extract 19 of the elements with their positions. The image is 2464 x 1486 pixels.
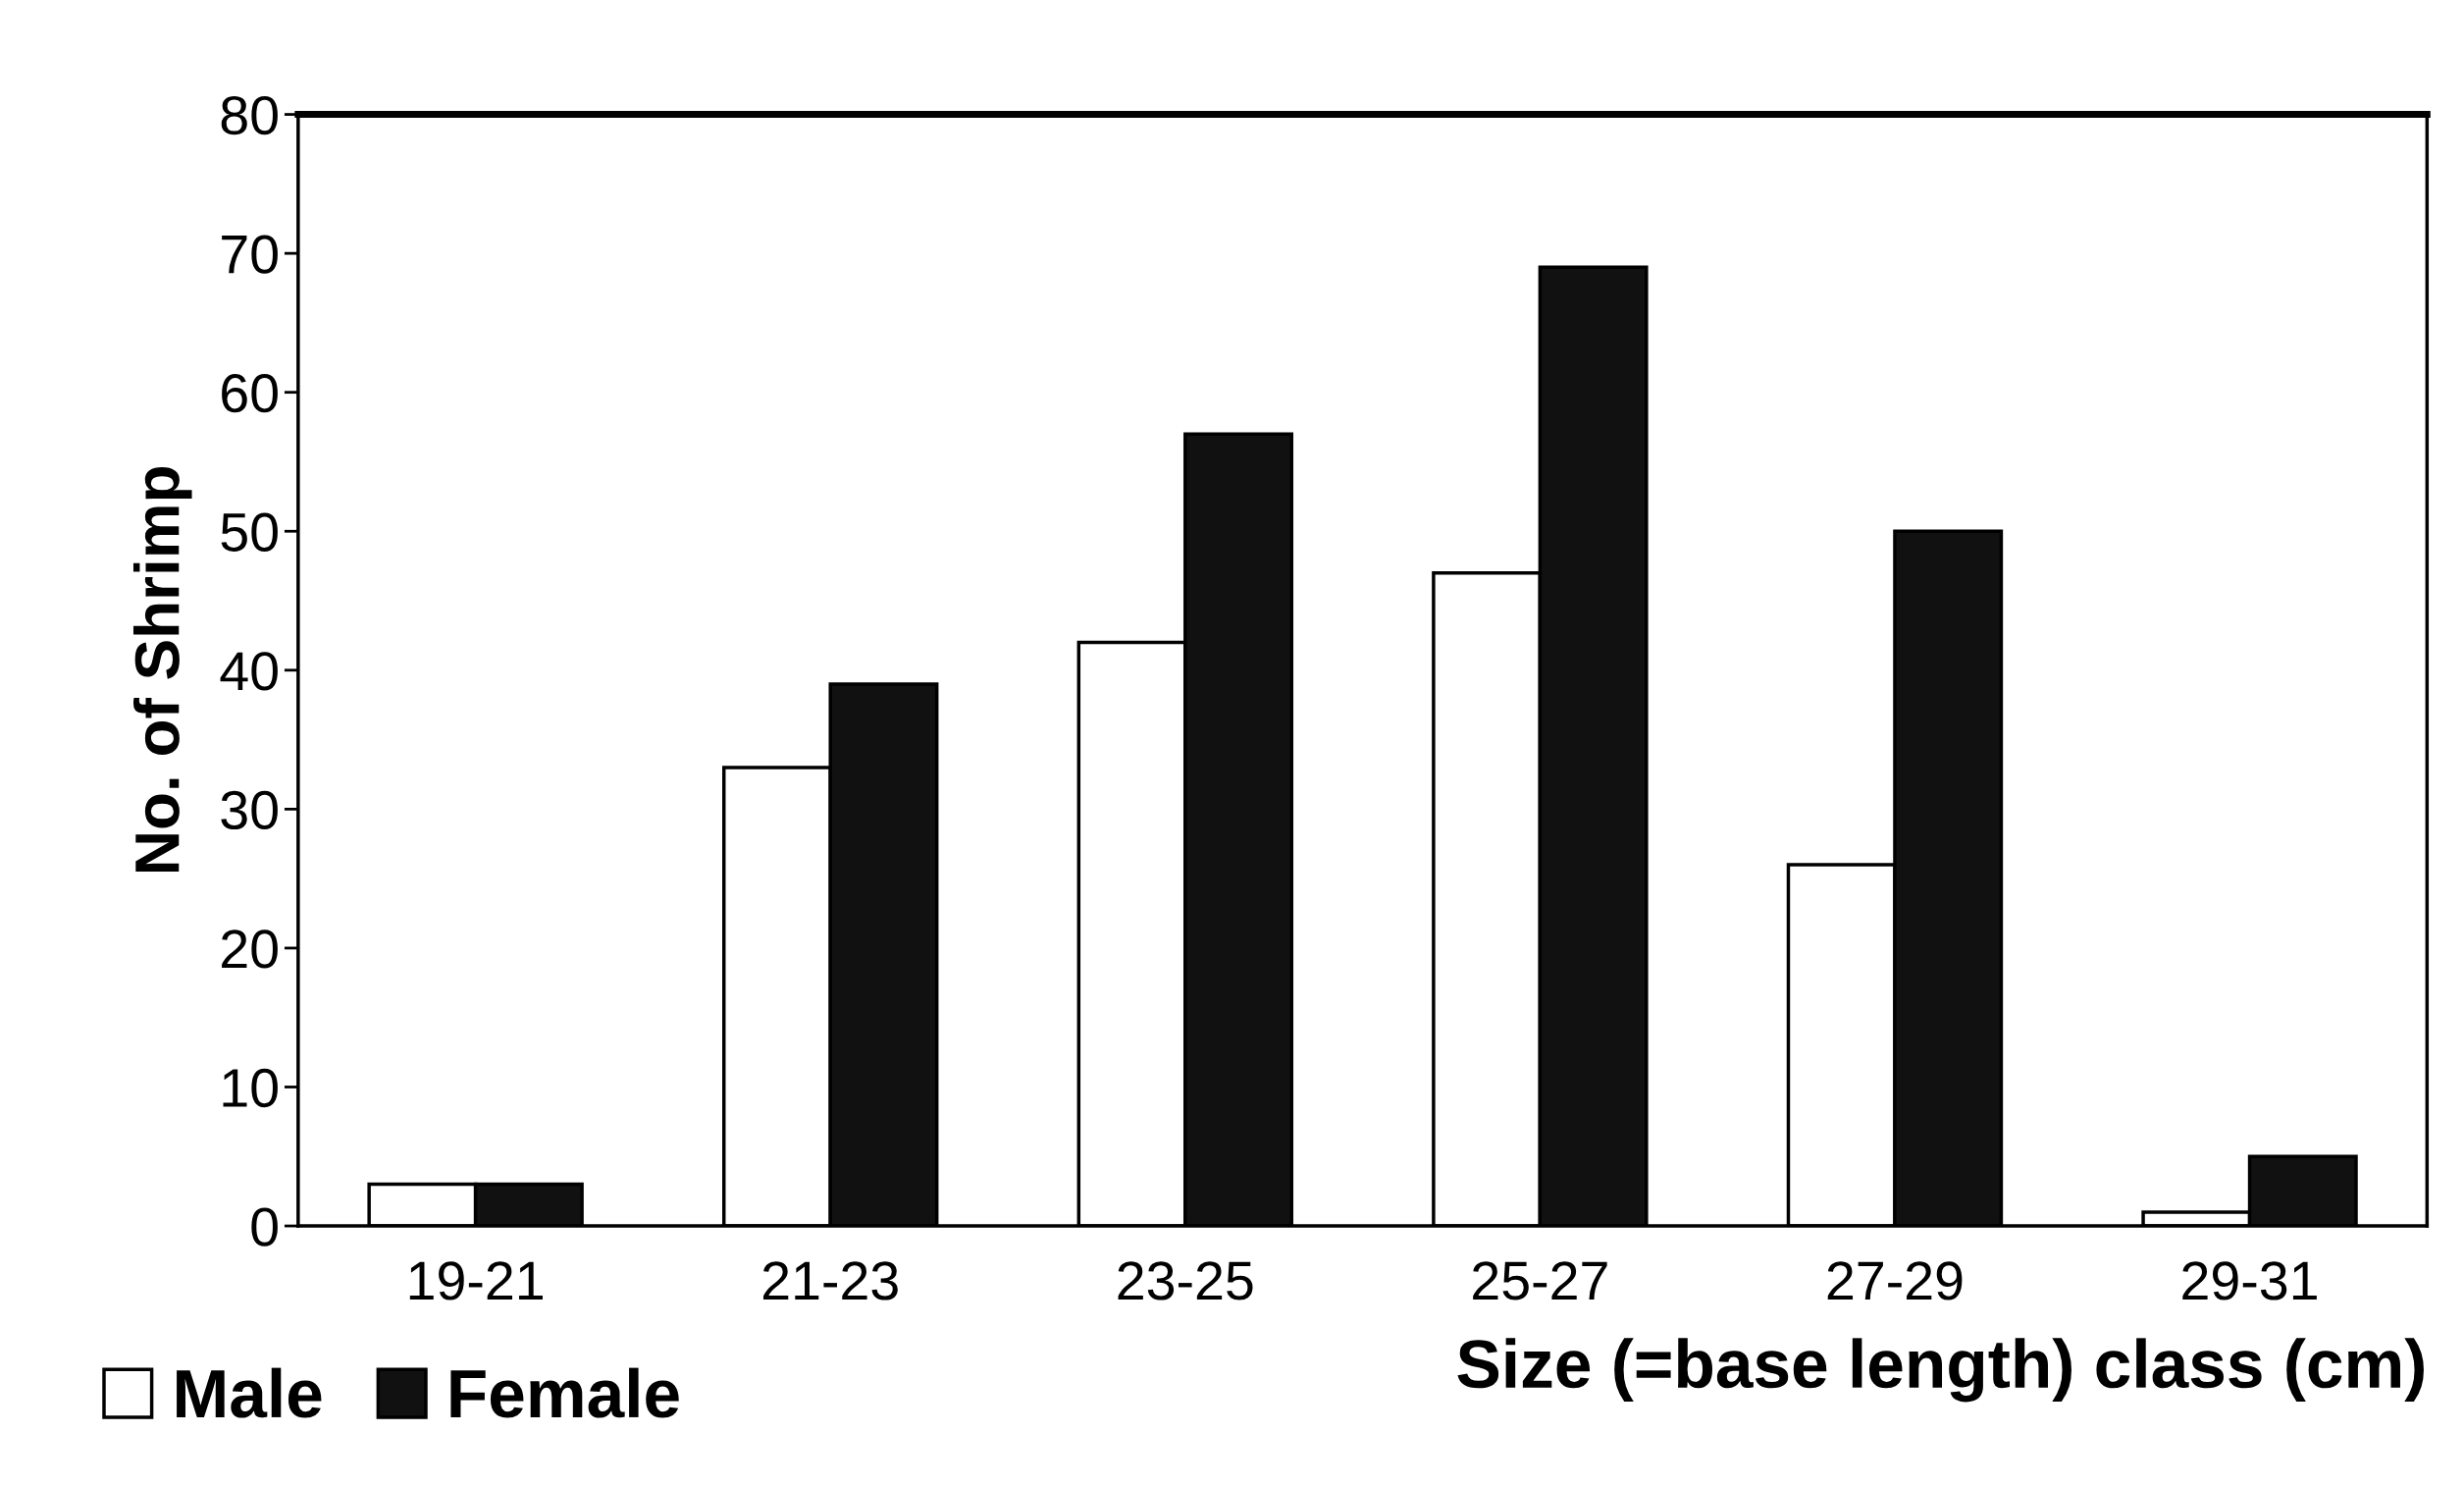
y-tick-label: 0	[251, 1207, 278, 1247]
y-axis-title: No. of Shrimp	[132, 467, 192, 872]
x-axis-title: Size (=base length) class (cm)	[1457, 1338, 2424, 1403]
y-tick-label: 30	[221, 790, 278, 830]
x-tick-label: 29-31	[2182, 1261, 2317, 1300]
y-tick-label: 10	[223, 1068, 278, 1108]
x-tick-label: 21-23	[762, 1261, 898, 1300]
y-tick-label: 60	[222, 374, 278, 413]
y-tick-label: 20	[222, 929, 278, 969]
x-tick-label: 25-27	[1473, 1261, 1607, 1300]
x-tick-label: 27-29	[1827, 1261, 1963, 1300]
legend-label: Female	[450, 1367, 679, 1418]
x-tick-label: 19-21	[409, 1261, 543, 1300]
y-tick-label: 80	[221, 95, 278, 135]
y-tick-label: 40	[220, 652, 278, 691]
x-tick-label: 23-25	[1118, 1261, 1253, 1300]
y-tick-label: 70	[222, 235, 278, 274]
y-tick-label: 50	[221, 512, 278, 552]
legend-label: Male	[177, 1367, 322, 1418]
